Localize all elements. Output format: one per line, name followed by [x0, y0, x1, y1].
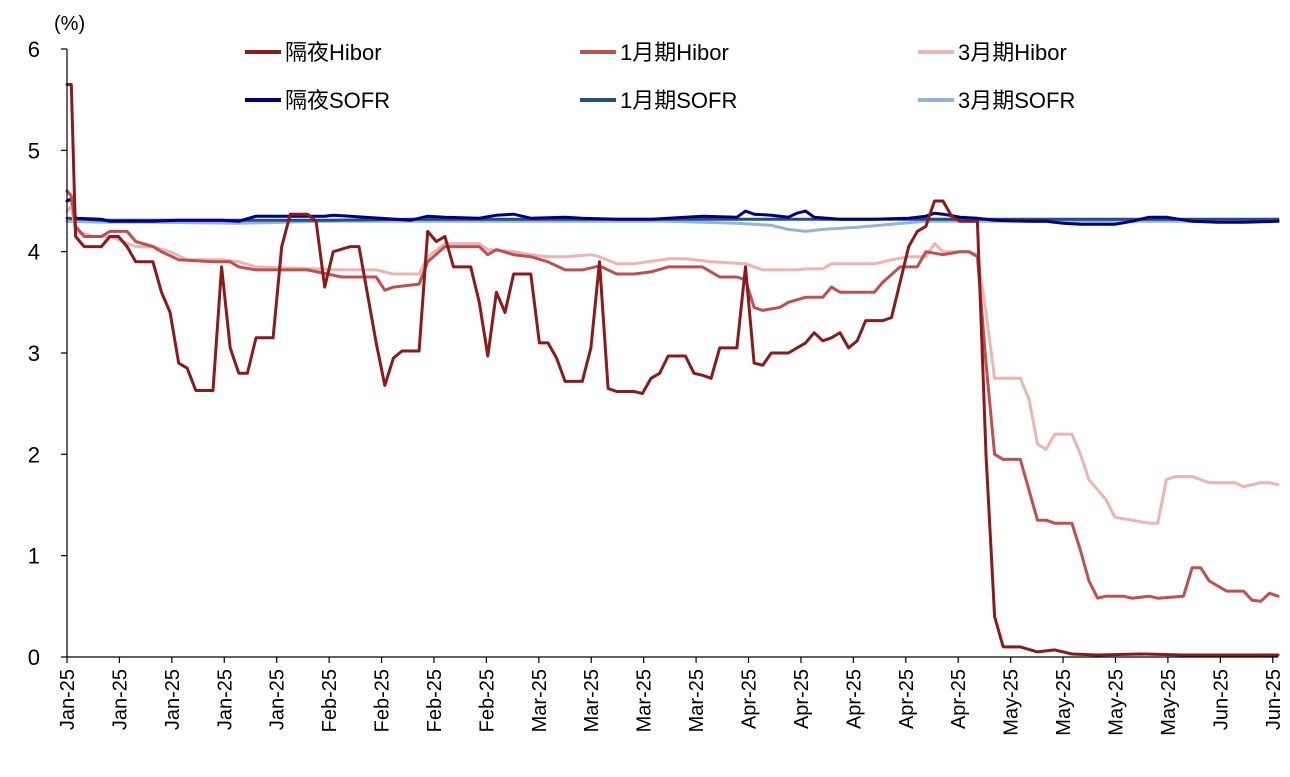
y-tick-label: 2: [28, 442, 40, 467]
x-tick-label: Jan-25: [109, 669, 131, 730]
x-tick-label: Apr-25: [843, 669, 865, 729]
y-tick-label: 5: [28, 138, 40, 163]
x-tick-label: Mar-25: [581, 669, 603, 732]
legend-label: 隔夜SOFR: [285, 88, 390, 113]
series-line-1: [65, 189, 1280, 603]
legend-label: 1月期SOFR: [620, 88, 737, 113]
series-layer: [65, 83, 1280, 657]
series-line-0: [65, 83, 1280, 657]
y-axis-unit-label: (%): [54, 13, 85, 35]
legend-label: 3月期SOFR: [958, 88, 1075, 113]
y-tick-label: 0: [28, 645, 40, 670]
x-tick-label: Apr-25: [739, 669, 761, 729]
y-tick-label: 3: [28, 341, 40, 366]
x-tick-label: Jan-25: [57, 669, 79, 730]
y-tick-label: 1: [28, 544, 40, 569]
series-line-3: [65, 197, 1280, 226]
x-tick-label: Jun-25: [1263, 669, 1285, 730]
x-tick-label: Apr-25: [948, 669, 970, 729]
y-tick-label: 4: [28, 240, 40, 265]
x-tick-label: Apr-25: [896, 669, 918, 729]
x-tick-label: Mar-25: [529, 669, 551, 732]
x-tick-label: Apr-25: [791, 669, 813, 729]
legend-label: 隔夜Hibor: [285, 40, 382, 65]
x-tick-label: Jan-25: [214, 669, 236, 730]
x-tick-label: Mar-25: [686, 669, 708, 732]
x-tick-label: Feb-25: [319, 669, 341, 732]
x-tick-label: May-25: [1158, 669, 1180, 736]
x-tick-label: May-25: [1053, 669, 1075, 736]
legend-label: 1月期Hibor: [620, 40, 729, 65]
y-tick-label: 6: [28, 37, 40, 62]
x-tick-label: May-25: [1001, 669, 1023, 736]
legend-label: 3月期Hibor: [958, 40, 1067, 65]
x-tick-label: Jun-25: [1210, 669, 1232, 730]
x-tick-label: Feb-25: [424, 669, 446, 732]
x-tick-label: May-25: [1105, 669, 1127, 736]
x-tick-label: Feb-25: [372, 669, 394, 732]
x-tick-label: Jan-25: [267, 669, 289, 730]
x-tick-label: Feb-25: [476, 669, 498, 732]
x-tick-label: Mar-25: [634, 669, 656, 732]
chart-legend: 隔夜Hibor 1月期Hibor 3月期Hibor 隔夜SOFR 1月期SOFR 3月期S…: [245, 40, 1075, 113]
x-tick-label: Jan-25: [162, 669, 184, 730]
chart-axes: 0 1 2 3 4 5 6 Jan-25 Jan-25 Jan-25 Jan-25 Jan-25 Feb…: [28, 37, 1285, 736]
